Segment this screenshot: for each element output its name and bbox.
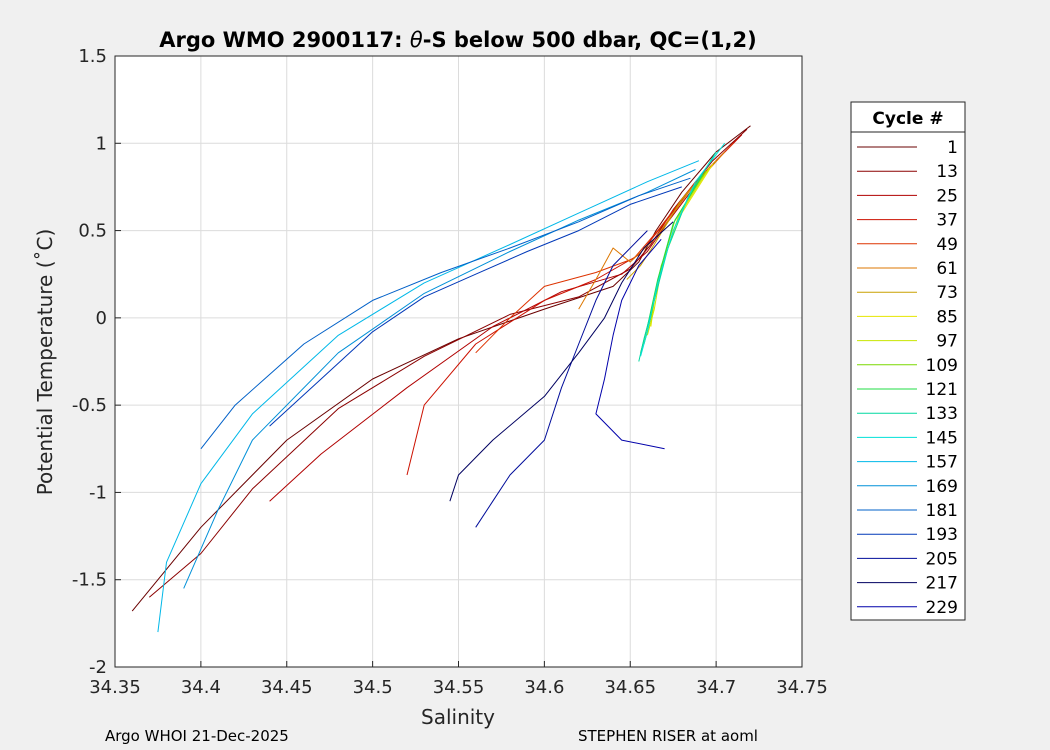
legend-label-cycle-1: 1 bbox=[947, 138, 958, 158]
legend-label-cycle-193: 193 bbox=[926, 525, 958, 545]
y-tick-label: 0 bbox=[96, 308, 107, 329]
legend-label-cycle-229: 229 bbox=[926, 598, 958, 618]
legend-title: Cycle # bbox=[872, 109, 943, 129]
series-line-cycle-49 bbox=[475, 142, 734, 354]
x-tick-label: 34.4 bbox=[181, 677, 221, 698]
series-line-cycle-157 bbox=[157, 160, 700, 633]
axis-ticks: 34.35 34.4 34.45 34.5 34.55 34.6 34.65 34.7 34.7… bbox=[72, 46, 828, 698]
y-tick-label: -1 bbox=[89, 482, 107, 503]
legend-label-cycle-181: 181 bbox=[926, 501, 958, 521]
series-line-cycle-133 bbox=[638, 151, 717, 362]
x-axis-label: Salinity bbox=[421, 705, 495, 729]
x-tick-label: 34.7 bbox=[696, 677, 736, 698]
x-tick-label: 34.5 bbox=[353, 677, 393, 698]
y-tick-label: -1.5 bbox=[72, 570, 107, 591]
legend-label-cycle-97: 97 bbox=[936, 332, 958, 352]
legend-label-cycle-217: 217 bbox=[926, 574, 958, 594]
series-line-cycle-205 bbox=[475, 230, 648, 528]
legend-box bbox=[850, 101, 966, 621]
x-tick-label: 34.75 bbox=[776, 677, 828, 698]
y-tick-label: -0.5 bbox=[72, 395, 107, 416]
title-theta-symbol: θ bbox=[410, 28, 423, 52]
legend-label-cycle-145: 145 bbox=[926, 428, 958, 448]
legend-label-cycle-133: 133 bbox=[926, 404, 958, 424]
legend-label-cycle-25: 25 bbox=[936, 186, 958, 206]
footer-left: Argo WHOI 21-Dec-2025 bbox=[105, 727, 289, 745]
title-prefix: Argo WMO 2900117: bbox=[159, 28, 410, 52]
series-line-cycle-181 bbox=[200, 177, 691, 450]
series-line-cycle-1 bbox=[131, 125, 751, 612]
legend-label-cycle-37: 37 bbox=[936, 211, 958, 231]
x-tick-label: 34.35 bbox=[89, 677, 141, 698]
legend-label-cycle-121: 121 bbox=[926, 380, 958, 400]
y-axis-label: Potential Temperature (˚C) bbox=[33, 229, 57, 496]
legend-label-cycle-49: 49 bbox=[936, 235, 958, 255]
legend-label-cycle-205: 205 bbox=[926, 549, 958, 569]
legend: Cycle # 1 13 25 37 49 61 73 85 97 109 121 133 145 157… bbox=[850, 101, 966, 621]
y-tick-label: -2 bbox=[89, 657, 107, 678]
series-lines bbox=[131, 125, 751, 633]
legend-label-cycle-13: 13 bbox=[936, 162, 958, 182]
legend-label-cycle-85: 85 bbox=[936, 307, 958, 327]
series-line-cycle-145 bbox=[640, 142, 726, 357]
series-line-cycle-217 bbox=[449, 221, 674, 502]
legend-label-cycle-157: 157 bbox=[926, 453, 958, 473]
legend-label-cycle-61: 61 bbox=[936, 259, 958, 279]
series-line-cycle-25 bbox=[269, 134, 743, 502]
legend-entries: 1 13 25 37 49 61 73 85 97 109 121 133 145 157 169 181 19… bbox=[857, 138, 958, 618]
x-tick-label: 34.45 bbox=[261, 677, 313, 698]
chart-title: Argo WMO 2900117: θ-S below 500 dbar, QC… bbox=[159, 28, 756, 52]
legend-label-cycle-169: 169 bbox=[926, 477, 958, 497]
x-tick-label: 34.55 bbox=[433, 677, 485, 698]
footer-right: STEPHEN RISER at aoml bbox=[578, 727, 758, 745]
legend-label-cycle-73: 73 bbox=[936, 283, 958, 303]
grid bbox=[115, 56, 802, 667]
title-suffix: -S below 500 dbar, QC=(1,2) bbox=[423, 28, 757, 52]
legend-label-cycle-109: 109 bbox=[926, 356, 958, 376]
series-line-cycle-229 bbox=[595, 238, 665, 450]
y-tick-label: 1 bbox=[96, 133, 107, 154]
y-tick-label: 0.5 bbox=[78, 221, 107, 242]
x-tick-label: 34.65 bbox=[604, 677, 656, 698]
x-tick-label: 34.6 bbox=[524, 677, 564, 698]
y-tick-label: 1.5 bbox=[78, 46, 107, 67]
series-line-cycle-193 bbox=[269, 186, 682, 427]
